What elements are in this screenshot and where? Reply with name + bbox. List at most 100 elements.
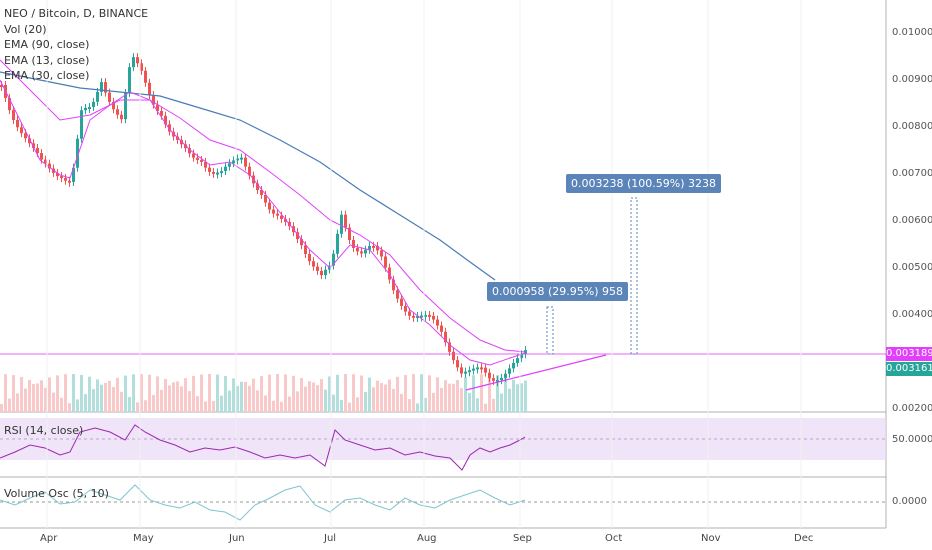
candle-body: [364, 249, 367, 254]
candle-body: [468, 370, 471, 373]
volume-bar: [352, 374, 355, 412]
volume-bar: [216, 374, 219, 412]
candle-body: [80, 110, 83, 139]
volume-bar: [172, 382, 175, 412]
candle-body: [40, 153, 43, 160]
vol-osc-label[interactable]: Volume Osc (5, 10): [4, 487, 109, 500]
volume-bar: [488, 374, 491, 412]
chart-legend: NEO / Bitcoin, D, BINANCE Vol (20) EMA (…: [4, 6, 148, 84]
candle-body: [392, 279, 395, 291]
volume-bar: [128, 396, 131, 412]
measure-range-2[interactable]: [630, 197, 638, 355]
candle-body: [336, 233, 339, 254]
candle-body: [148, 82, 151, 96]
volume-bar: [88, 376, 91, 412]
candle-body: [128, 67, 131, 93]
volume-bar: [52, 392, 55, 412]
volume-bar: [404, 374, 407, 412]
candle-body: [104, 82, 107, 93]
volume-bar: [508, 388, 511, 412]
candle-body: [240, 157, 243, 160]
legend-ema30[interactable]: EMA (30, close): [4, 69, 90, 82]
volume-bar: [432, 392, 435, 412]
volume-bar: [84, 394, 87, 412]
trend-line[interactable]: [465, 354, 607, 391]
rsi-line: [0, 424, 526, 471]
candle-body: [348, 227, 351, 240]
candle-body: [316, 266, 319, 271]
candle-body: [156, 104, 159, 111]
volume-bar: [208, 374, 211, 412]
volume-bar: [468, 393, 471, 412]
candle-body: [136, 57, 139, 64]
candle-body: [464, 371, 467, 374]
volume-bar: [108, 380, 111, 412]
volume-bar: [440, 387, 443, 412]
legend-vol[interactable]: Vol (20): [4, 22, 47, 36]
candle-body: [448, 342, 451, 352]
volume-bar: [204, 401, 207, 412]
volume-bar: [520, 383, 523, 412]
candle-body: [376, 245, 379, 251]
volume-bar: [228, 390, 231, 412]
candle-body: [492, 378, 495, 381]
volume-bar: [40, 380, 43, 412]
volume-bar: [152, 394, 155, 412]
volume-bar: [372, 387, 375, 412]
measure-range-1[interactable]: [546, 306, 554, 355]
volume-bar: [136, 402, 139, 412]
candle-body: [100, 82, 103, 92]
volume-bar: [240, 381, 243, 412]
volume-bar: [244, 381, 247, 412]
volume-bar: [44, 387, 47, 412]
volume-bar: [164, 378, 167, 412]
legend-ema90[interactable]: EMA (90, close): [4, 38, 90, 51]
candle-body: [280, 215, 283, 220]
candle-body: [168, 124, 171, 132]
candle-body: [308, 253, 311, 262]
candle-body: [284, 219, 287, 222]
volume-bar: [388, 379, 391, 412]
volume-bar: [92, 389, 95, 412]
candle-body: [380, 250, 383, 257]
volume-bar: [384, 384, 387, 412]
candle-body: [300, 239, 303, 246]
volume-bar: [156, 376, 159, 412]
candle-body: [352, 239, 355, 248]
volume-bar: [412, 374, 415, 412]
time-tick: Nov: [701, 533, 721, 544]
volume-bar: [324, 389, 327, 412]
candle-body: [132, 57, 135, 68]
legend-symbol[interactable]: NEO / Bitcoin, D, BINANCE: [4, 7, 149, 20]
measure-label-1[interactable]: 0.000958 (29.95%) 958: [487, 282, 629, 301]
candle-body: [484, 367, 487, 373]
time-tick: May: [133, 533, 154, 544]
time-tick: Oct: [605, 533, 623, 544]
volume-bar: [480, 374, 483, 412]
volume-bar: [316, 385, 319, 412]
volume-bar: [436, 377, 439, 412]
candle-body: [228, 163, 231, 167]
volume-bar: [332, 394, 335, 412]
volume-bar: [252, 378, 255, 412]
volume-bar: [364, 392, 367, 412]
volume-bar: [308, 381, 311, 412]
time-tick: Sep: [513, 533, 532, 544]
volume-bar: [268, 374, 271, 412]
legend-ema13[interactable]: EMA (13, close): [4, 53, 90, 67]
volume-bar: [492, 398, 495, 412]
candle-body: [124, 92, 127, 120]
volume-bar: [36, 383, 39, 412]
volume-bar: [8, 398, 11, 412]
candle-body: [476, 367, 479, 370]
volume-bar: [16, 393, 19, 412]
rsi-label[interactable]: RSI (14, close): [4, 424, 84, 437]
measure-label-2[interactable]: 0.003238 (100.59%) 3238: [566, 174, 721, 193]
candle-body: [368, 245, 371, 250]
candle-body: [144, 70, 147, 83]
